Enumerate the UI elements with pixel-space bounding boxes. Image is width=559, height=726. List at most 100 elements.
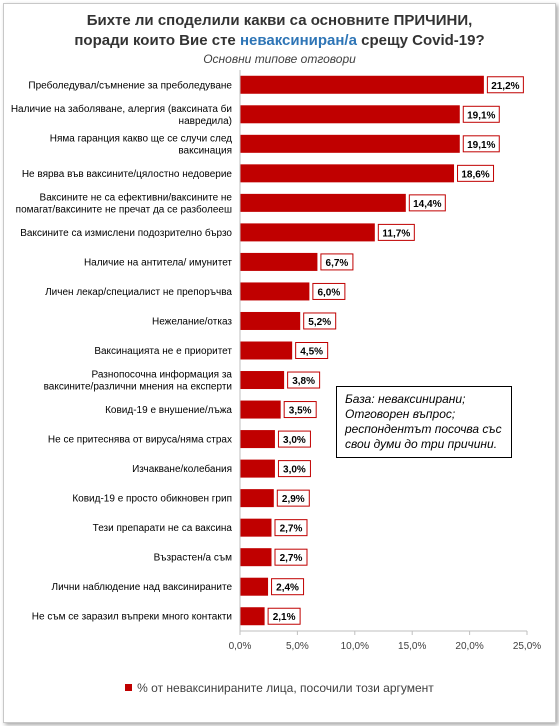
data-label-box bbox=[276, 489, 310, 507]
title-line2-prefix: поради които Вие сте bbox=[74, 32, 240, 49]
data-label-box bbox=[271, 578, 305, 596]
category-label: Възрастен/а съм bbox=[154, 553, 233, 564]
bar bbox=[240, 164, 455, 183]
data-label: 19,1% bbox=[467, 110, 495, 121]
data-label-box bbox=[377, 223, 415, 241]
category-label-line: Наличие на антитела/ имунитет bbox=[84, 257, 232, 268]
category-label: Личен лекар/специалист не препоръчва bbox=[45, 287, 232, 298]
bar bbox=[240, 459, 275, 478]
category-label: Наличие на антитела/ имунитет bbox=[84, 257, 232, 268]
category-label-line: Възрастен/а съм bbox=[154, 553, 233, 564]
category-label-line: Ваксините са измислени подозрително бърз… bbox=[20, 227, 232, 239]
data-label-box bbox=[462, 135, 500, 153]
category-label-line: Ковид-19 е внушение/лъжа bbox=[105, 405, 232, 416]
note-line-2: Отговорен въпрос; bbox=[345, 407, 456, 421]
category-label-line: навредила) bbox=[179, 116, 232, 127]
data-label: 3,5% bbox=[289, 406, 312, 417]
category-label: Не съм се заразил въпреки много контакти bbox=[32, 612, 232, 623]
data-label: 2,9% bbox=[282, 494, 305, 505]
category-label-line: Не се притеснява от вируса/няма страх bbox=[48, 435, 232, 446]
category-label-line: Личен лекар/специалист не препоръчва bbox=[45, 287, 232, 298]
bar bbox=[240, 577, 269, 596]
category-label-line: ваксините/различни мнения на експерти bbox=[44, 382, 232, 393]
category-label-line: Наличие на заболяване, алергия (ваксинат… bbox=[11, 103, 232, 115]
x-tick-label: 25,0% bbox=[513, 641, 541, 652]
bar bbox=[240, 548, 272, 567]
data-label-box bbox=[457, 164, 495, 182]
data-label-box bbox=[295, 342, 329, 359]
data-label: 3,0% bbox=[283, 465, 306, 476]
category-label: Ковид-19 е просто обикновен грип bbox=[72, 493, 232, 505]
data-label: 2,7% bbox=[280, 524, 303, 535]
category-label-line: Преболедувал/съмнение за преболедуване bbox=[28, 79, 232, 91]
chart-title-line1: Бихте ли споделили какви са основните ПР… bbox=[86, 12, 473, 29]
data-label: 2,4% bbox=[276, 583, 299, 594]
category-label: Тези препарати не са ваксина bbox=[93, 523, 233, 534]
category-label: Преболедувал/съмнение за преболедуване bbox=[28, 79, 232, 91]
category-label-line: Ваксинацията не е приоритет bbox=[94, 346, 232, 357]
bar bbox=[240, 607, 265, 626]
x-tick-label: 20,0% bbox=[455, 641, 483, 652]
note-line-4: свои думи до три причини. bbox=[345, 437, 498, 451]
data-label-box bbox=[274, 548, 308, 566]
data-label-box bbox=[274, 519, 308, 537]
x-tick-label: 5,0% bbox=[286, 641, 309, 652]
data-label: 18,6% bbox=[461, 169, 489, 180]
category-label-line: Нежелание/отказ bbox=[152, 316, 232, 327]
note-line-1: База: неваксинирани; bbox=[345, 392, 466, 406]
category-label: Изчакване/колебания bbox=[132, 463, 232, 475]
data-label: 6,7% bbox=[326, 258, 349, 269]
category-label: Ваксините не са ефективни/ваксините не по… bbox=[16, 191, 233, 215]
data-label-box bbox=[287, 371, 321, 389]
x-tick-label: 15,0% bbox=[398, 641, 426, 652]
bar bbox=[240, 341, 293, 360]
bar bbox=[240, 430, 275, 449]
category-label: Не се притеснява от вируса/няма страх bbox=[48, 435, 232, 446]
data-label: 6,0% bbox=[317, 287, 340, 298]
category-label: Ковид-19 е внушение/лъжа bbox=[105, 405, 232, 416]
category-label-line: Разнопосочна информация за bbox=[91, 369, 232, 381]
category-label-line: Изчакване/колебания bbox=[132, 463, 232, 475]
category-label: Няма гаранция какво ще се случи след вакс… bbox=[50, 133, 232, 156]
data-label: 5,2% bbox=[308, 317, 331, 328]
bar bbox=[240, 282, 310, 301]
x-tick-label: 0,0% bbox=[229, 641, 252, 652]
legend-swatch bbox=[125, 684, 133, 691]
data-label-box bbox=[462, 105, 500, 123]
data-label: 2,7% bbox=[280, 553, 303, 564]
bar bbox=[240, 518, 272, 537]
bar bbox=[240, 371, 285, 390]
bar bbox=[240, 223, 375, 242]
bar bbox=[240, 134, 460, 153]
data-label: 2,1% bbox=[273, 612, 296, 623]
data-label: 19,1% bbox=[467, 140, 495, 151]
bar bbox=[240, 193, 406, 212]
bar bbox=[240, 75, 484, 94]
chart-subtitle: Основни типове отговори bbox=[203, 52, 356, 66]
category-label: Наличие на заболяване, алергия (ваксинат… bbox=[11, 103, 232, 127]
data-label-box bbox=[320, 253, 354, 271]
category-label-line: Лични наблюдение над ваксинираните bbox=[52, 581, 233, 593]
data-label-box bbox=[312, 282, 346, 300]
category-label-line: Ваксините не са ефективни/ваксините не bbox=[40, 191, 233, 203]
note-line-3: респондентът посочва със bbox=[345, 422, 502, 436]
data-label-box bbox=[277, 460, 311, 478]
data-label-box bbox=[283, 401, 317, 419]
category-label: Разнопосочна информация за ваксините/разл… bbox=[44, 369, 233, 393]
category-label-line: Няма гаранция какво ще се случи след bbox=[50, 133, 232, 144]
category-label-line: помагат/ваксините не пречат да се разбол… bbox=[16, 203, 232, 215]
chart-legend: % от неваксинираните лица, посочили този… bbox=[0, 681, 559, 695]
bar bbox=[240, 489, 274, 508]
data-label: 21,2% bbox=[491, 81, 519, 92]
bar bbox=[240, 105, 460, 124]
data-label-box bbox=[303, 312, 337, 330]
category-label-line: Не съм се заразил въпреки много контакти bbox=[32, 612, 232, 623]
data-label: 3,8% bbox=[292, 376, 315, 387]
category-label: Нежелание/отказ bbox=[152, 316, 232, 327]
chart-title-line2: поради които Вие сте неваксиниран/а срещ… bbox=[0, 32, 559, 49]
category-label: Лични наблюдение над ваксинираните bbox=[52, 581, 233, 593]
data-label: 14,4% bbox=[413, 199, 441, 210]
category-label: Не вярва във ваксините/цялостно недовери… bbox=[22, 169, 233, 180]
x-tick-label: 10,0% bbox=[341, 641, 369, 652]
category-label-line: Ковид-19 е просто обикновен грип bbox=[72, 493, 232, 505]
